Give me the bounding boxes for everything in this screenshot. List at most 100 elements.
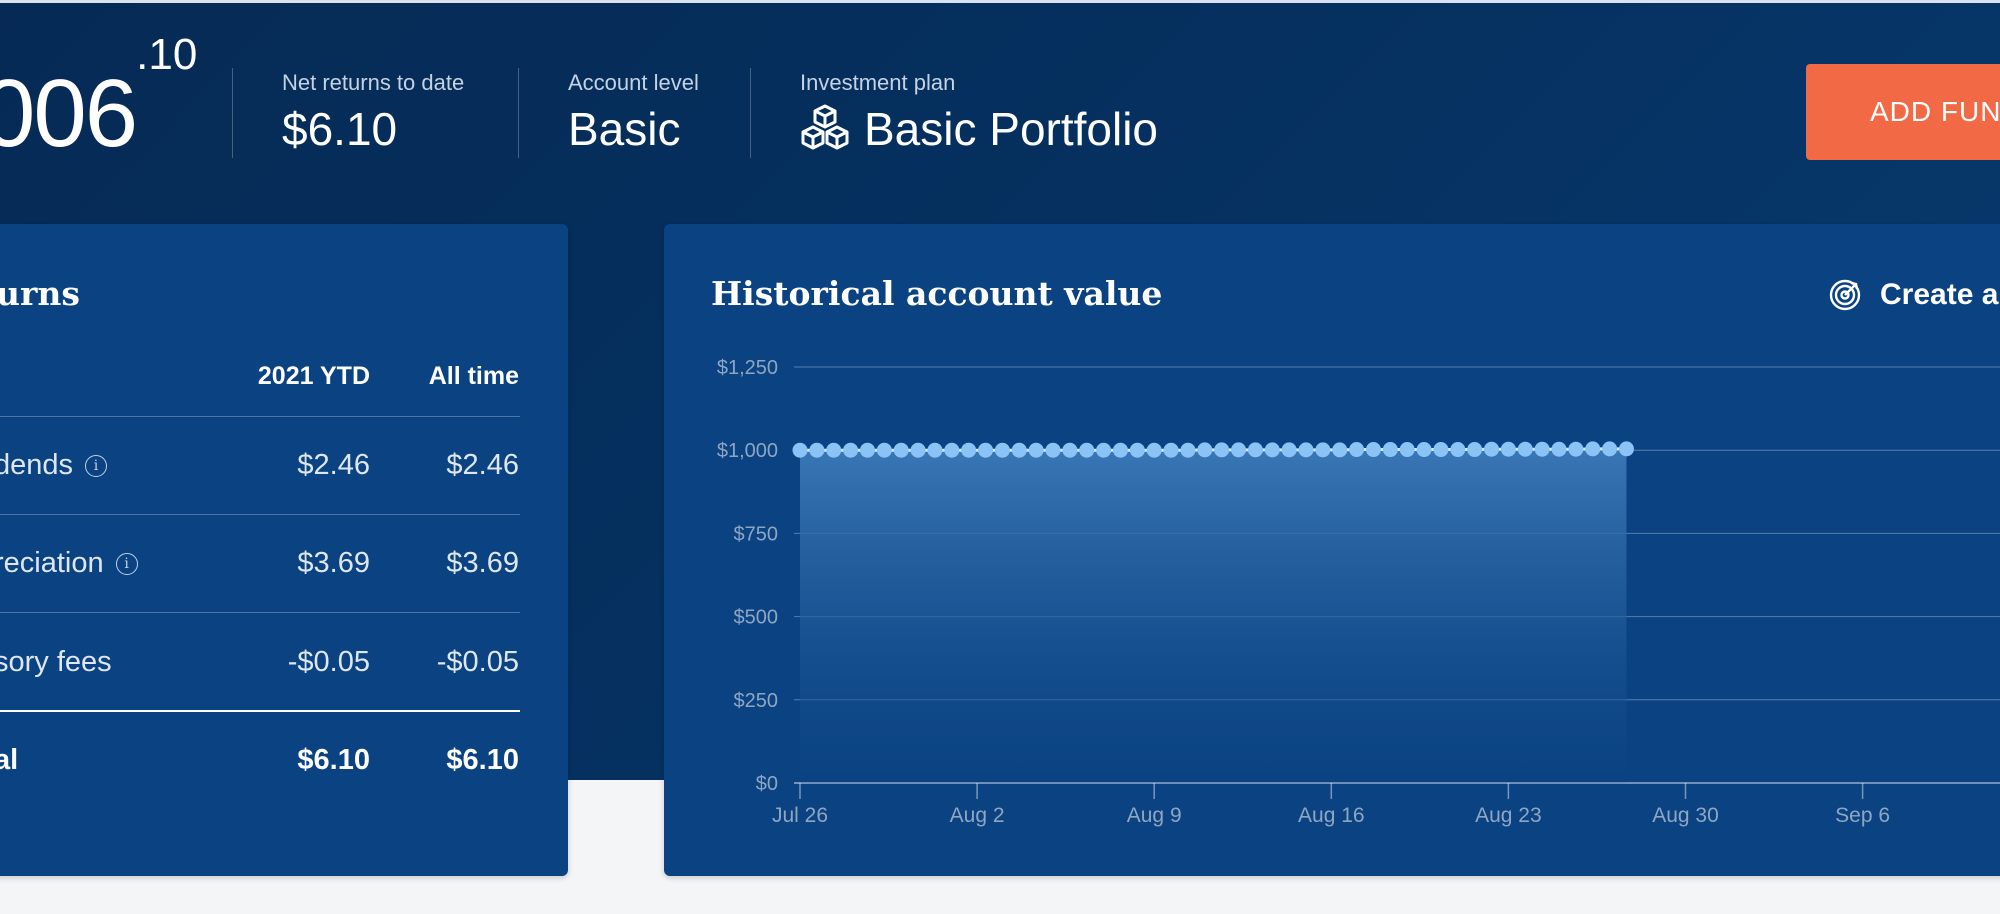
divider [0,612,520,613]
data-point [1534,441,1550,457]
data-point [1602,441,1618,457]
y-tick-label: $1,250 [717,357,778,379]
balance-dollars: 006 [0,60,138,167]
column-header-all-time: All time [428,362,519,390]
info-icon[interactable]: i [115,553,138,576]
cubes-icon [801,104,849,150]
data-point [893,442,909,458]
data-point [1551,441,1567,457]
data-point [1349,442,1365,458]
net-returns-label: Net returns to date [282,70,465,95]
net-returns-value: $6.10 [282,103,398,155]
net-returns-stat: Net returns to date $6.10 [282,70,464,156]
divider [0,514,520,515]
data-point [1365,442,1381,458]
investment-plan-stat: Investment plan Basic Portfolio [800,70,1158,156]
data-point [1281,442,1297,458]
data-point [1096,442,1112,458]
data-point [1028,442,1044,458]
add-funds-button[interactable]: ADD FUN [1806,64,2000,160]
data-point [1500,441,1516,457]
data-point [978,442,994,458]
advisory-fees-ytd: -$0.05 [287,646,370,678]
data-point [876,442,892,458]
info-icon[interactable]: i [85,455,108,478]
target-icon [1829,279,1861,311]
x-tick-label: Aug 23 [1475,804,1542,827]
dividends-ytd: $2.46 [297,449,370,481]
data-point [1568,441,1584,457]
data-point [1332,442,1348,458]
history-card-title: Historical account value [711,274,1163,313]
appreciation-all-time: $3.69 [446,547,519,579]
total-divider [0,710,520,712]
divider [0,416,520,417]
divider [750,68,751,158]
data-point [961,442,977,458]
data-point [843,442,859,458]
data-point [1484,441,1500,457]
data-point [1517,441,1533,457]
total-all-time: $6.10 [446,744,519,776]
account-level-stat: Account level Basic [568,70,699,156]
appreciation-ytd: $3.69 [297,547,370,579]
account-balance: 006.10 [0,33,197,162]
data-point [1146,442,1162,458]
returns-card-title: urns [0,274,80,313]
data-point [994,442,1010,458]
total-ytd: $6.10 [297,744,370,776]
data-point [1467,442,1483,458]
data-point [944,442,960,458]
divider [232,68,233,158]
data-point [910,442,926,458]
y-tick-label: $500 [734,607,779,629]
row-label-dividends: dends i [0,449,108,482]
investment-plan-label: Investment plan [800,70,956,95]
y-tick-label: $250 [734,690,779,712]
balance-cents: .10 [136,30,198,79]
data-point [1231,442,1247,458]
data-point [1382,442,1398,458]
column-header-ytd: 2021 YTD [257,362,370,390]
data-point [826,442,842,458]
data-point [1112,442,1128,458]
area-fill [800,448,1627,783]
data-point [1298,442,1314,458]
data-point [1450,442,1466,458]
x-tick-label: Aug 9 [1127,804,1182,827]
advisory-fees-all-time: -$0.05 [436,646,519,678]
x-tick-label: Aug 16 [1298,804,1365,827]
data-point [1416,442,1432,458]
data-point [1163,442,1179,458]
create-goal-button[interactable]: Create a g [1828,278,2000,312]
x-tick-label: Aug 2 [950,804,1005,827]
data-point [1062,442,1078,458]
data-point [1315,442,1331,458]
x-tick-label: Sep 6 [1835,804,1890,827]
data-point [1399,442,1415,458]
data-point [1247,442,1263,458]
page-background [0,876,2000,914]
data-point [1011,442,1027,458]
investment-plan-value: Basic Portfolio [864,103,1159,155]
data-point [1214,442,1230,458]
data-point [792,442,808,458]
data-point [927,442,943,458]
x-tick-label: Aug 30 [1652,804,1719,827]
top-border [0,0,2000,3]
account-level-label: Account level [568,70,699,95]
data-point [1433,442,1449,458]
data-point [1079,442,1095,458]
data-point [859,442,875,458]
data-point [1585,441,1601,457]
data-point [1618,441,1634,457]
divider [518,68,519,158]
row-label-advisory-fees: sory fees [0,646,112,678]
add-funds-label: ADD FUN [1870,96,2000,127]
y-tick-label: $750 [734,523,779,545]
data-point [809,442,825,458]
data-point [1197,442,1213,458]
returns-card [0,224,568,876]
y-tick-label: $0 [756,773,778,795]
